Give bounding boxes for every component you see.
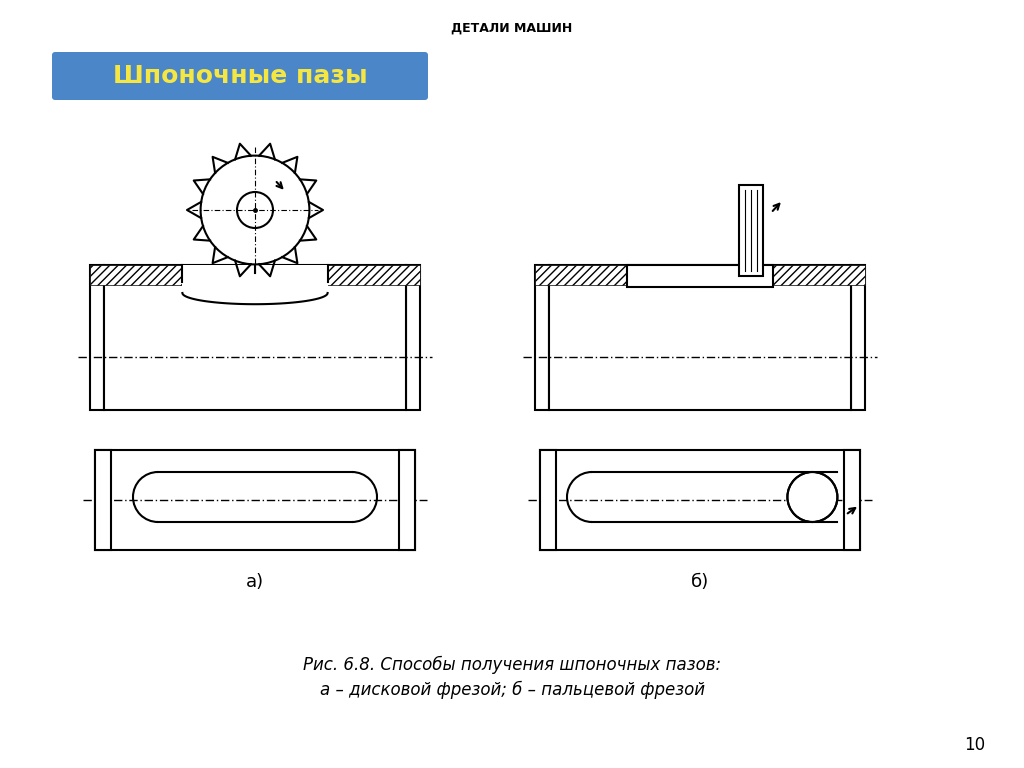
Text: Рис. 6.8. Способы получения шпоночных пазов:: Рис. 6.8. Способы получения шпоночных па…	[303, 656, 721, 674]
Bar	[182, 265, 328, 293]
Bar	[540, 450, 556, 550]
Circle shape	[237, 192, 273, 228]
Circle shape	[201, 156, 309, 264]
Bar	[540, 450, 860, 550]
Bar	[104, 265, 406, 410]
Bar	[739, 185, 763, 276]
FancyBboxPatch shape	[52, 52, 428, 100]
Text: б): б)	[691, 573, 710, 591]
Bar	[90, 265, 104, 410]
Bar	[406, 265, 420, 410]
Text: а – дисковой фрезой; б – пальцевой фрезой: а – дисковой фрезой; б – пальцевой фрезо…	[319, 681, 705, 699]
Bar	[95, 450, 111, 550]
Bar	[535, 265, 549, 410]
Bar	[851, 265, 865, 410]
Circle shape	[792, 475, 834, 518]
Text: Шпоночные пазы: Шпоночные пазы	[113, 64, 368, 88]
Text: ДЕТАЛИ МАШИН: ДЕТАЛИ МАШИН	[452, 22, 572, 35]
Bar	[628, 265, 772, 287]
Text: а): а)	[246, 573, 264, 591]
Text: 10: 10	[965, 736, 985, 754]
Bar	[90, 265, 189, 285]
Bar	[535, 265, 865, 285]
Bar	[95, 450, 415, 550]
Bar	[314, 265, 420, 285]
Bar	[399, 450, 415, 550]
Bar	[628, 265, 772, 287]
Circle shape	[787, 472, 838, 522]
Bar	[844, 450, 860, 550]
Bar	[549, 265, 851, 410]
